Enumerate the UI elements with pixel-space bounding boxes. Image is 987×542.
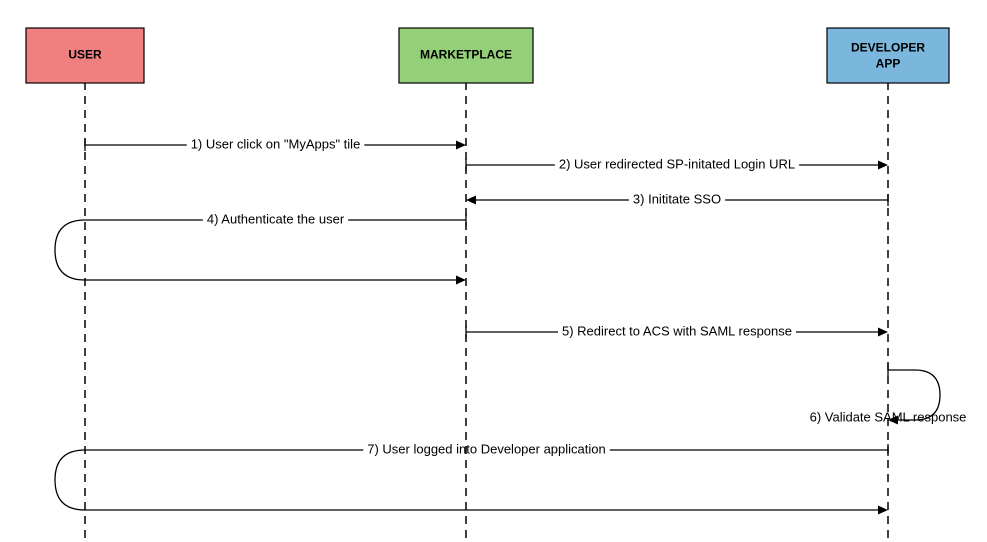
message-label-m4: 4) Authenticate the user <box>207 211 345 226</box>
message-label-m7: 7) User logged into Developer applicatio… <box>367 441 605 456</box>
sequence-diagram-canvas: USER MARKETPLACE DEVELOPER APP 1) User click… <box>0 0 987 542</box>
message-label-m1: 1) User click on "MyApps" tile <box>191 136 361 151</box>
message-label-m2: 2) User redirected SP-initated Login URL <box>559 156 795 171</box>
actor-label-developer-2: APP <box>876 57 901 71</box>
message-label-m5: 5) Redirect to ACS with SAML response <box>562 323 792 338</box>
message-label-m6: 6) Validate SAML response <box>810 409 967 424</box>
actor-label-user: USER <box>68 48 102 62</box>
message-label-m3: 3) Inititate SSO <box>633 191 721 206</box>
actor-label-marketplace: MARKETPLACE <box>420 48 512 62</box>
actor-label-developer-1: DEVELOPER <box>851 41 925 55</box>
actor-box-developer <box>827 28 949 83</box>
